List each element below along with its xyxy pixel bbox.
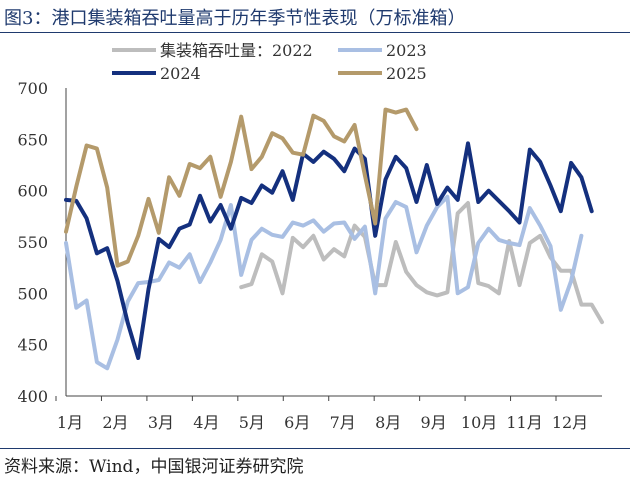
x-tick-label: 1月 <box>57 413 83 432</box>
y-tick-label: 400 <box>17 387 48 406</box>
x-tick-label: 12月 <box>552 413 588 432</box>
line-chart: 集装箱吞吐量：2022 2023 2024 2025 400 450 500 550 600 6… <box>17 41 604 432</box>
x-tick-label: 8月 <box>375 413 401 432</box>
source-rule <box>0 448 630 449</box>
title-rule <box>0 32 630 33</box>
x-tick-label: 11月 <box>506 413 542 432</box>
legend-label: 集装箱吞吐量：2022 <box>160 41 313 60</box>
figure-title: 图3：港口集装箱吞吐量高于历年季节性表现（万标准箱） <box>4 8 466 29</box>
legend-label: 2023 <box>386 41 427 60</box>
source-note: 资料来源：Wind，中国银河证券研究院 <box>4 457 304 477</box>
series-line <box>239 201 604 325</box>
series-line <box>64 107 419 268</box>
x-tick-label: 4月 <box>193 413 219 432</box>
x-tick-label: 9月 <box>421 413 447 432</box>
x-tick-label: 5月 <box>239 413 265 432</box>
axes: 400 450 500 550 600 650 700 1月 2月 3月 4月 5月 6月 7月 8月 9月 1… <box>17 79 602 432</box>
x-tick-label: 10月 <box>461 413 497 432</box>
x-tick-label: 6月 <box>284 413 310 432</box>
y-tick-label: 550 <box>17 233 48 252</box>
x-tick-label: 3月 <box>148 413 174 432</box>
x-tick-label: 7月 <box>330 413 356 432</box>
y-tick-label: 500 <box>17 284 48 303</box>
series-lines <box>64 107 604 371</box>
legend: 集装箱吞吐量：2022 2023 2024 2025 <box>112 41 427 83</box>
y-tick-label: 600 <box>17 182 48 201</box>
legend-label: 2024 <box>160 64 201 83</box>
y-tick-label: 450 <box>17 336 48 355</box>
legend-label: 2025 <box>386 64 427 83</box>
series-line <box>64 141 594 360</box>
x-tick-label: 2月 <box>102 413 128 432</box>
y-tick-label: 700 <box>17 79 48 98</box>
y-tick-label: 650 <box>17 130 48 149</box>
